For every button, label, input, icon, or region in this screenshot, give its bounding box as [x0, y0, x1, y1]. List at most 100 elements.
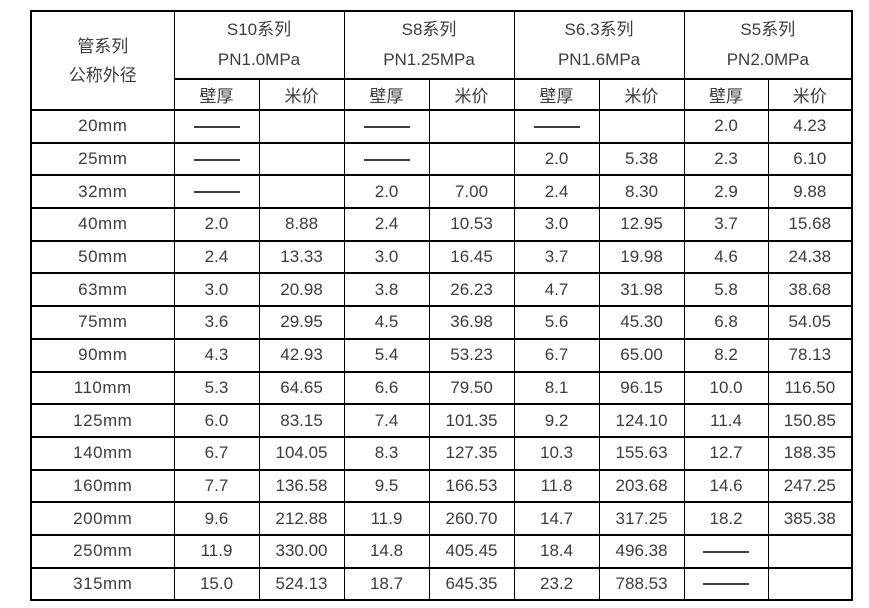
meter-price-header: 米价 [598, 78, 685, 111]
dash-placeholder [533, 125, 580, 128]
wall-thickness-cell: 10.0 [683, 370, 769, 406]
table-row: 90mm 4.3 42.93 5.4 53.23 6.7 65.00 8.2 78.13 [30, 337, 853, 373]
wall-thickness-cell: 14.8 [343, 533, 430, 569]
wall-thickness-cell: 3.0 [343, 239, 430, 275]
column-group-s10: S10系列 PN1.0MPa [173, 10, 345, 80]
table-row: 140mm 6.7 104.05 8.3 127.35 10.3 155.63 12.7 188… [30, 435, 853, 471]
meter-price-cell: 116.50 [767, 370, 853, 406]
wall-thickness-cell: 11.9 [343, 501, 430, 536]
meter-price-cell: 212.88 [258, 501, 345, 536]
wall-thickness-cell: 9.2 [513, 403, 600, 438]
wall-thickness-cell: 7.7 [173, 468, 260, 504]
table-row: 160mm 7.7 136.58 9.5 166.53 11.8 203.68 14.6 247… [30, 468, 853, 504]
series-label: S10系列 [226, 20, 292, 39]
wall-thickness-cell [173, 174, 260, 210]
wall-thickness-cell [343, 109, 430, 144]
dash-placeholder [193, 125, 240, 128]
size-cell: 90mm [30, 337, 175, 373]
dash-placeholder [363, 125, 410, 128]
table-row: 20mm 2.0 4.23 [30, 109, 853, 144]
meter-price-cell: 496.38 [598, 533, 685, 569]
size-cell: 20mm [30, 109, 175, 144]
wall-thickness-cell: 2.0 [683, 109, 769, 144]
meter-price-cell: 78.13 [767, 337, 853, 373]
meter-price-cell: 127.35 [428, 435, 515, 471]
wall-thickness-cell: 9.6 [173, 501, 260, 536]
size-cell: 50mm [30, 239, 175, 275]
meter-price-cell: 385.38 [767, 501, 853, 536]
meter-price-cell [258, 109, 345, 144]
wall-thickness-cell: 2.4 [513, 174, 600, 210]
wall-thickness-cell: 2.3 [683, 141, 769, 177]
meter-price-cell: 166.53 [428, 468, 515, 504]
table-body: 20mm 2.0 4.23 25mm 2.0 5.38 2.3 6.10 32mm 2.0 7.00… [30, 109, 853, 602]
wall-thickness-cell: 3.8 [343, 272, 430, 308]
meter-price-cell: 31.98 [598, 272, 685, 308]
wall-thickness-cell: 8.3 [343, 435, 430, 471]
meter-price-cell: 8.88 [258, 207, 345, 242]
wall-thickness-header: 壁厚 [343, 78, 430, 111]
meter-price-cell: 36.98 [428, 305, 515, 340]
meter-price-cell: 10.53 [428, 207, 515, 242]
wall-thickness-cell: 14.7 [513, 501, 600, 536]
table-row: 50mm 2.4 13.33 3.0 16.45 3.7 19.98 4.6 24.38 [30, 239, 853, 275]
wall-thickness-cell: 2.0 [343, 174, 430, 210]
table-row: 200mm 9.6 212.88 11.9 260.70 14.7 317.25 18.2 38… [30, 501, 853, 536]
meter-price-cell: 79.50 [428, 370, 515, 406]
wall-thickness-cell [513, 109, 600, 144]
column-group-s8: S8系列 PN1.25MPa [343, 10, 515, 80]
wall-thickness-cell: 15.0 [173, 566, 260, 602]
wall-thickness-cell [683, 533, 769, 569]
meter-price-cell: 150.85 [767, 403, 853, 438]
meter-price-cell: 24.38 [767, 239, 853, 275]
table-row: 315mm 15.0 524.13 18.7 645.35 23.2 788.53 [30, 566, 853, 602]
wall-thickness-cell: 8.2 [683, 337, 769, 373]
meter-price-cell: 317.25 [598, 501, 685, 536]
corner-header-line2: 公称外径 [68, 65, 137, 85]
wall-thickness-cell: 7.4 [343, 403, 430, 438]
dash-placeholder [363, 158, 410, 161]
wall-thickness-cell: 5.6 [513, 305, 600, 340]
meter-price-cell [598, 109, 685, 144]
meter-price-header: 米价 [767, 78, 853, 111]
wall-thickness-cell: 3.7 [513, 239, 600, 275]
dash-placeholder [703, 550, 750, 553]
wall-thickness-cell: 11.8 [513, 468, 600, 504]
wall-thickness-cell: 18.4 [513, 533, 600, 569]
meter-price-cell: 13.33 [258, 239, 345, 275]
wall-thickness-cell: 3.7 [683, 207, 769, 242]
size-cell: 200mm [30, 501, 175, 536]
wall-thickness-cell: 2.4 [173, 239, 260, 275]
wall-thickness-cell: 6.0 [173, 403, 260, 438]
wall-thickness-cell: 5.4 [343, 337, 430, 373]
corner-header-line1: 管系列 [77, 36, 129, 56]
wall-thickness-cell: 10.3 [513, 435, 600, 471]
meter-price-header: 米价 [258, 78, 345, 111]
meter-price-cell: 64.65 [258, 370, 345, 406]
meter-price-cell: 6.10 [767, 141, 853, 177]
wall-thickness-cell: 6.6 [343, 370, 430, 406]
wall-thickness-cell: 6.7 [173, 435, 260, 471]
size-cell: 160mm [30, 468, 175, 504]
pressure-label: PN2.0MPa [726, 50, 809, 69]
meter-price-cell: 124.10 [598, 403, 685, 438]
wall-thickness-cell: 14.6 [683, 468, 769, 504]
wall-thickness-cell: 18.2 [683, 501, 769, 536]
wall-thickness-cell: 3.0 [173, 272, 260, 308]
meter-price-cell: 101.35 [428, 403, 515, 438]
column-group-s6-3: S6.3系列 PN1.6MPa [513, 10, 685, 80]
meter-price-cell: 155.63 [598, 435, 685, 471]
meter-price-cell: 104.05 [258, 435, 345, 471]
wall-thickness-cell: 8.1 [513, 370, 600, 406]
table-row: 25mm 2.0 5.38 2.3 6.10 [30, 141, 853, 177]
meter-price-cell: 38.68 [767, 272, 853, 308]
meter-price-cell: 83.15 [258, 403, 345, 438]
meter-price-cell: 42.93 [258, 337, 345, 373]
pressure-label: PN1.6MPa [557, 50, 641, 69]
meter-price-cell: 19.98 [598, 239, 685, 275]
wall-thickness-header: 壁厚 [173, 78, 260, 111]
meter-price-cell [428, 109, 515, 144]
meter-price-cell: 54.05 [767, 305, 853, 340]
size-cell: 75mm [30, 305, 175, 340]
meter-price-cell: 260.70 [428, 501, 515, 536]
